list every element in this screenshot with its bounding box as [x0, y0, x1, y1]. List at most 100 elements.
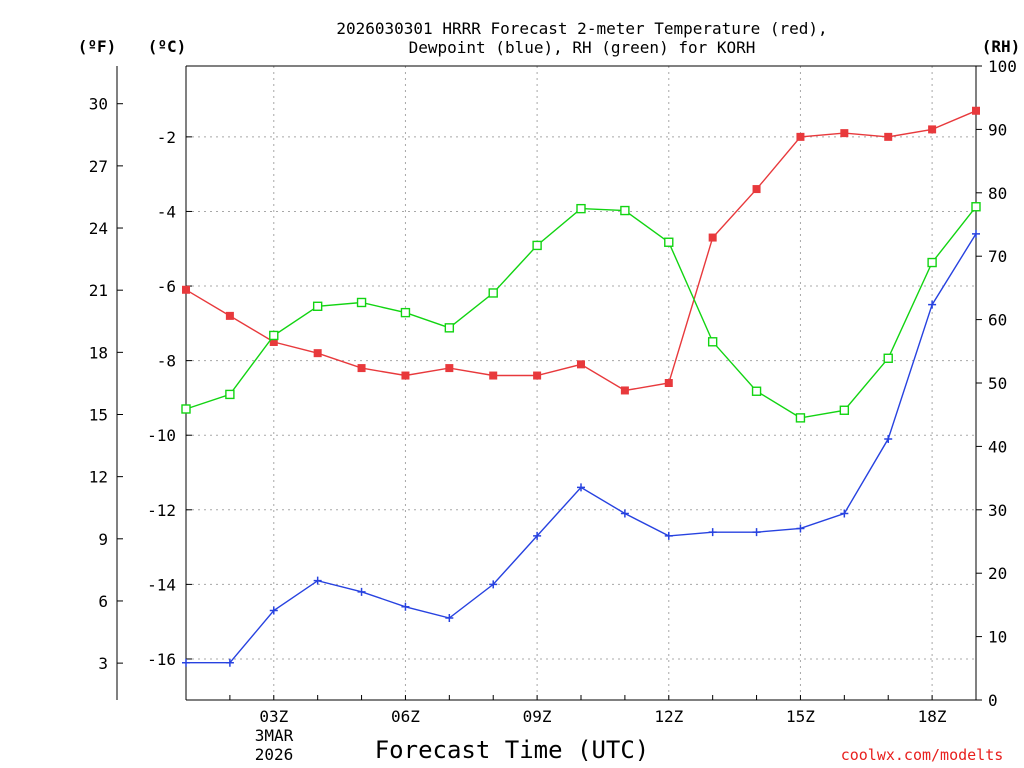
2-meter-temperature-point	[489, 371, 498, 380]
dewpoint-point	[401, 602, 410, 611]
rh-point	[312, 301, 323, 311]
rh-tick-label: 0	[988, 691, 998, 710]
fahrenheit-tick-label: 3	[98, 654, 108, 673]
dewpoint-point	[357, 587, 366, 596]
rh-point	[181, 404, 191, 414]
rh-point	[927, 257, 937, 268]
dewpoint-point	[928, 300, 937, 309]
rh-point	[620, 205, 630, 216]
dewpoint-point	[533, 531, 542, 540]
fahrenheit-tick-label: 6	[98, 592, 108, 611]
rh-unit-label: (RH)	[982, 37, 1021, 56]
2-meter-temperature-point	[620, 386, 629, 395]
2-meter-temperature-point	[840, 129, 849, 138]
rh-tick-label: 90	[988, 120, 1007, 139]
celsius-tick-label: -14	[147, 575, 176, 594]
dewpoint-point	[577, 483, 585, 492]
rh-series-line	[185, 206, 977, 419]
2-meter-temperature-point	[269, 337, 278, 346]
rh-point	[488, 288, 498, 298]
chart-title-line1: 2026030301 HRRR Forecast 2-meter Tempera…	[336, 19, 827, 38]
plot-layer: 3 6 9 12 15 18 21 24 27 30 -16 -14 -12 -10 -8 -6 -4 -2 0 10…	[89, 57, 1017, 726]
dewpoint-point	[796, 524, 805, 533]
fahrenheit-unit-label: (ºF)	[78, 37, 117, 56]
x-axis-label: Forecast Time (UTC)	[375, 736, 650, 764]
2-meter-temperature-point	[357, 364, 366, 373]
date-label-line2: 2026	[255, 745, 294, 764]
2-meter-temperature-point	[664, 379, 673, 387]
rh-point	[356, 297, 367, 308]
rh-point	[269, 330, 279, 341]
rh-tick-label: 40	[988, 437, 1007, 456]
2-meter-temperature-point	[796, 132, 805, 141]
dewpoint-point	[182, 658, 190, 667]
rh-point	[225, 389, 235, 400]
dewpoint-point	[708, 528, 717, 537]
dewpoint-point	[664, 531, 673, 540]
celsius-unit-label: (ºC)	[148, 37, 187, 56]
2-meter-temperature-point	[928, 125, 937, 134]
dewpoint-point	[445, 613, 454, 622]
celsius-tick-label: -4	[157, 202, 176, 221]
celsius-tick-label: -10	[147, 426, 176, 445]
fahrenheit-tick-label: 12	[89, 468, 108, 487]
celsius-tick-label: -2	[157, 128, 176, 147]
x-tick-label: 09Z	[523, 707, 552, 726]
fahrenheit-tick-label: 24	[89, 219, 108, 238]
x-tick-label: 12Z	[654, 707, 683, 726]
dewpoint-point	[313, 576, 322, 585]
celsius-tick-label: -12	[147, 501, 176, 520]
rh-point	[664, 237, 674, 247]
rh-tick-label: 80	[988, 184, 1007, 203]
rh-point	[883, 353, 893, 363]
rh-point	[795, 413, 806, 423]
rh-point	[576, 203, 586, 214]
rh-point	[532, 240, 542, 251]
2-meter-temperature-point	[313, 349, 322, 358]
2-meter-temperature-point	[445, 364, 454, 373]
dewpoint-point	[620, 509, 629, 518]
dewpoint-point	[884, 434, 893, 443]
fahrenheit-tick-label: 30	[89, 95, 108, 114]
2-meter-temperature-point	[884, 132, 893, 141]
rh-point	[707, 337, 718, 347]
2-meter-temperature-point	[752, 185, 761, 194]
rh-point	[971, 202, 981, 212]
dewpoint-series-line	[186, 233, 977, 664]
fahrenheit-tick-label: 15	[89, 405, 108, 424]
credit-text: coolwx.com/modelts	[841, 746, 1004, 764]
fahrenheit-tick-label: 21	[89, 281, 108, 300]
rh-tick-label: 20	[988, 564, 1007, 583]
x-tick-label: 06Z	[391, 707, 420, 726]
2-meter-temperature-point	[401, 371, 410, 380]
x-tick-label: 03Z	[259, 707, 288, 726]
celsius-tick-label: -6	[157, 277, 176, 296]
x-tick-label: 18Z	[918, 707, 947, 726]
dewpoint-point	[840, 509, 849, 518]
dewpoint-point	[752, 528, 761, 537]
dewpoint-point	[225, 658, 234, 667]
rh-tick-label: 70	[988, 247, 1007, 266]
rh-tick-label: 100	[988, 57, 1017, 76]
dewpoint-point	[972, 229, 980, 238]
fahrenheit-tick-label: 18	[89, 343, 108, 362]
2-meter-temperature-point	[533, 371, 542, 380]
rh-point	[839, 405, 850, 415]
fahrenheit-tick-label: 27	[89, 157, 108, 176]
rh-tick-label: 10	[988, 628, 1007, 647]
2-meter-temperature-point	[225, 311, 234, 320]
2-meter-temperature-point	[972, 106, 980, 115]
date-label-line1: 3MAR	[255, 726, 294, 745]
rh-tick-label: 30	[988, 501, 1007, 520]
x-tick-label: 15Z	[786, 707, 815, 726]
2-meter-temperature-series-line	[185, 110, 977, 392]
chart-title-line2: Dewpoint (blue), RH (green) for KORH	[409, 38, 756, 57]
dewpoint-point	[269, 606, 278, 615]
rh-tick-label: 60	[988, 311, 1007, 330]
rh-point	[400, 307, 411, 318]
rh-point	[444, 323, 455, 333]
rh-point	[751, 386, 762, 396]
fahrenheit-tick-label: 9	[98, 530, 108, 549]
2-meter-temperature-point	[577, 360, 585, 369]
